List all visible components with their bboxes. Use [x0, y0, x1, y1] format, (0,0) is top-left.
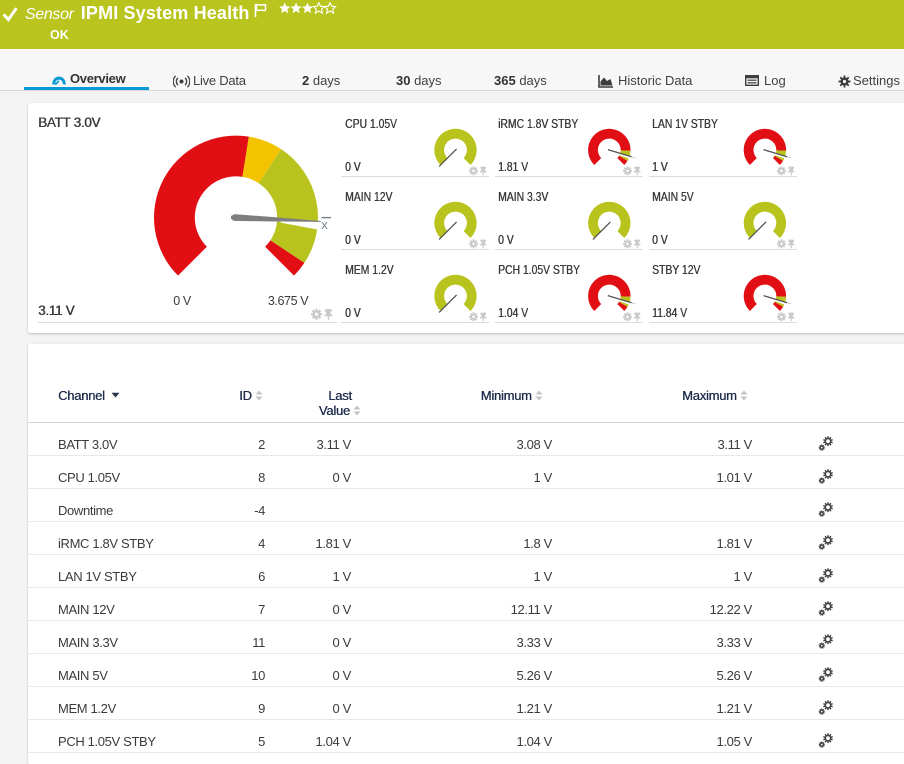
svg-text:x: x [321, 217, 328, 232]
